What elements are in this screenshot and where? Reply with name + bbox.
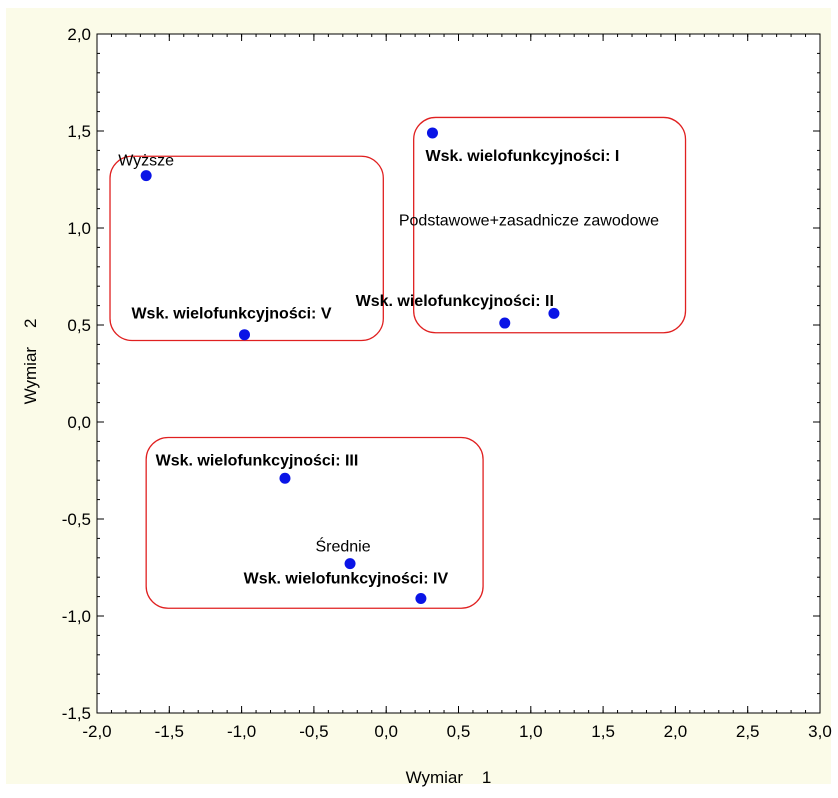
plot-area: [96, 33, 821, 714]
x-tick-label: 2,0: [664, 722, 688, 741]
x-tick-label: -1,5: [155, 722, 184, 741]
data-point: [344, 558, 356, 570]
group-outline: [145, 436, 484, 609]
y-tick-label: -0,5: [62, 510, 91, 529]
point-label: Wsk. wielofunkcyjności: I: [425, 148, 619, 165]
point-label: Podstawowe+zasadnicze zawodowe: [399, 212, 659, 229]
point-label: Wsk. wielofunkcyjności: IV: [244, 571, 449, 588]
point-label: Średnie: [315, 537, 370, 556]
point-label: Wsk. wielofunkcyjności: V: [131, 306, 331, 323]
x-tick-label: 1,0: [519, 722, 543, 741]
x-tick-label: 0,5: [447, 722, 471, 741]
chart-frame: -2,0 -1,5 -1,0 -0,5 0,0 0,5 1,0 1,5 2,0 2,5 3,0 2,0…: [6, 8, 832, 787]
y-tick-label: 1,5: [67, 122, 91, 141]
data-point: [238, 329, 250, 341]
x-tick-label: -2,0: [82, 722, 111, 741]
y-tick-label: 0,5: [67, 316, 91, 335]
point-label: Wsk. wielofunkcyjności: II: [356, 293, 554, 310]
y-tick-label: 2,0: [67, 25, 91, 44]
x-tick-label: -0,5: [299, 722, 328, 741]
group-outline: [413, 116, 687, 334]
x-tick-label: 2,5: [736, 722, 760, 741]
point-label: Wsk. wielofunkcyjności: III: [156, 452, 359, 469]
point-label: Wyższe: [118, 153, 174, 170]
data-point: [426, 127, 438, 139]
y-axis-title: Wymiar 2: [21, 319, 40, 405]
data-point: [279, 472, 291, 484]
data-point: [140, 170, 152, 182]
data-point: [499, 317, 511, 329]
y-tick-label: 1,0: [67, 219, 91, 238]
x-axis-title: Wymiar 1: [406, 768, 492, 787]
group-outline: [109, 155, 384, 342]
x-tick-label: 3,0: [808, 722, 832, 741]
x-tick-label: -1,0: [227, 722, 256, 741]
y-tick-label: -1,5: [62, 704, 91, 723]
data-point: [548, 307, 560, 319]
y-tick-label: 0,0: [67, 413, 91, 432]
x-tick-label: 0,0: [374, 722, 398, 741]
y-tick-label: -1,0: [62, 607, 91, 626]
scatter-chart: -2,0 -1,5 -1,0 -0,5 0,0 0,5 1,0 1,5 2,0 2,5 3,02,0…: [21, 25, 832, 787]
x-tick-label: 1,5: [591, 722, 615, 741]
data-point: [415, 593, 427, 605]
